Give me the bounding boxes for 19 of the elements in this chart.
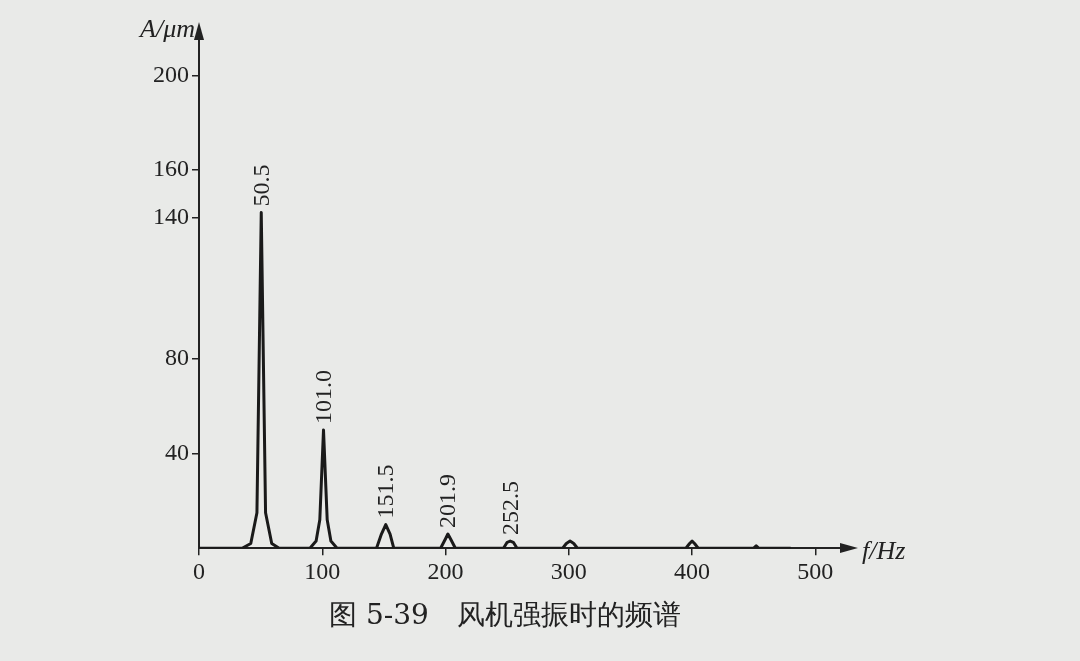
x-tick-label: 200 (427, 557, 464, 584)
annotation: 151.5 (372, 464, 399, 519)
annotation: 101.0 (309, 370, 336, 425)
x-tick-label: 400 (674, 557, 711, 584)
y-tick-label: 80 (165, 344, 189, 371)
x-tick-label: 100 (304, 557, 341, 584)
x-tick-label: 500 (797, 557, 834, 584)
annotation: 201.9 (434, 474, 461, 529)
annotation: 50.5 (247, 164, 274, 207)
y-axis-title: A/μm (138, 13, 195, 43)
y-tick-label: 200 (153, 60, 189, 87)
y-tick-label: 140 (153, 202, 189, 229)
caption: 图 5-39 风机强振时的频谱 (328, 597, 682, 633)
annotation: 252.5 (496, 481, 523, 536)
y-tick-label: 160 (153, 155, 189, 182)
x-tick-label: 0 (193, 557, 205, 584)
x-axis-title: f/Hz (862, 536, 906, 566)
x-tick-label: 300 (550, 557, 587, 584)
y-tick-label: 40 (165, 438, 189, 465)
